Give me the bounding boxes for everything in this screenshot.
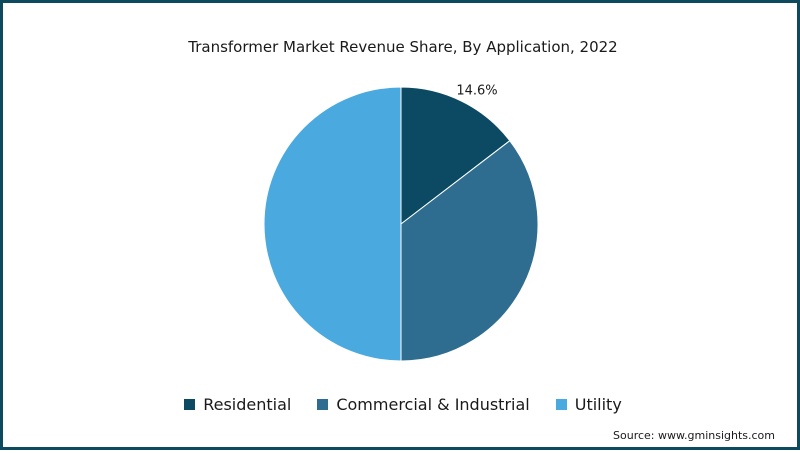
legend: Residential Commercial & Industrial Utilit… (3, 395, 800, 414)
pie-slice-commercial-industrial (400, 140, 539, 362)
legend-label: Residential (203, 395, 292, 414)
pie-slice-residential (400, 86, 511, 226)
pie-chart: 14.6% (263, 83, 539, 362)
legend-swatch (555, 399, 567, 410)
legend-label: Utility (574, 395, 622, 414)
legend-item: Residential (184, 395, 291, 414)
source-note: Source: www.gminsights.com (613, 429, 775, 442)
pie-slice-utility (263, 86, 402, 362)
data-label: 14.6% (456, 83, 497, 98)
legend-label: Commercial & Industrial (336, 395, 530, 414)
legend-item: Commercial & Industrial (317, 395, 530, 414)
chart-title: Transformer Market Revenue Share, By App… (188, 38, 618, 56)
legend-swatch (317, 399, 329, 410)
legend-swatch (184, 399, 196, 410)
legend-item: Utility (555, 395, 622, 414)
